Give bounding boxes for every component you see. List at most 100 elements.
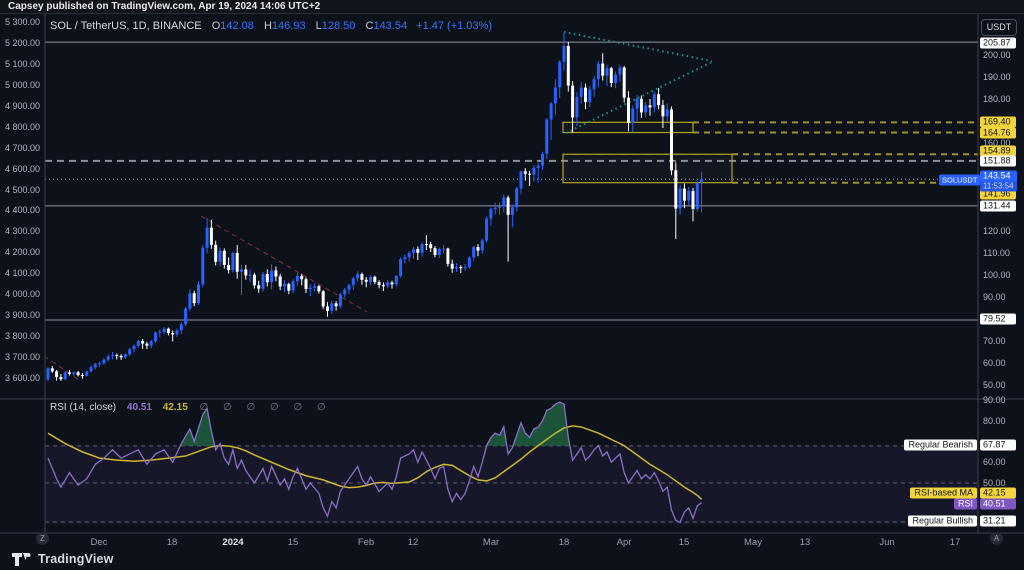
last-price-value: 143.54 — [983, 170, 1011, 181]
time-axis-label: Feb — [357, 537, 375, 548]
right-axis-tick: 90.00 — [983, 395, 1006, 405]
symbol-title: SOL / TetherUS, 1D, BINANCE — [50, 20, 202, 32]
rsi-band — [45, 445, 978, 525]
price-level-label: 205.87 — [980, 37, 1016, 48]
red-trendline[interactable] — [44, 356, 80, 381]
triangle-trendline[interactable] — [565, 61, 713, 134]
triangle-trendline[interactable] — [563, 31, 713, 62]
rsi-title: RSI (14, close) — [50, 402, 117, 413]
right-axis-tick: 160.00 — [983, 138, 1011, 148]
rsi-line-name-label: Regular Bearish — [904, 439, 977, 451]
left-axis-tick: 4 300.00 — [4, 226, 40, 237]
time-axis-label: 15 — [287, 537, 299, 548]
left-axis-tick: 5 000.00 — [4, 79, 40, 90]
left-axis-tick: 3 800.00 — [4, 331, 40, 342]
right-axis-tick: 90.00 — [983, 292, 1006, 302]
tradingview-logo[interactable]: TradingView — [12, 552, 114, 566]
rsi-line-name-label: Regular Bullish — [908, 515, 977, 527]
published-text: Capsey published on TradingView.com, Apr… — [8, 1, 321, 12]
currency-unit-button[interactable]: USDT — [981, 19, 1017, 36]
left-axis-tick: 4 500.00 — [4, 184, 40, 195]
rsi-divergence-toggles: ∅ ∅ ∅ ∅ ∅ ∅ — [199, 402, 332, 413]
open-label: O — [211, 20, 221, 32]
rsi-value: 40.51 — [126, 402, 152, 413]
rsi-line-name-label: RSI — [953, 498, 977, 509]
left-axis-tick: 3 900.00 — [4, 310, 40, 321]
candlestick-series[interactable] — [46, 32, 704, 382]
rsi-ma-line[interactable] — [47, 425, 703, 500]
right-axis-tick: 180.00 — [983, 94, 1011, 104]
right-axis-tick: 60.00 — [983, 457, 1006, 468]
price-level-label: 169.40 — [980, 116, 1016, 128]
price-level-label: 154.89 — [980, 145, 1016, 157]
symbol-price-tag: SOLUSDT — [939, 174, 981, 186]
left-axis-tick: 3 600.00 — [4, 372, 40, 383]
rsi-ma-value: 42.15 — [162, 402, 188, 413]
time-axis-label: 15 — [678, 537, 690, 548]
rsi-line[interactable] — [47, 401, 702, 524]
supply-zone-box[interactable] — [562, 153, 733, 184]
red-trendline[interactable] — [200, 215, 368, 313]
price-level-label: 131.44 — [980, 200, 1016, 211]
price-level-label: 79.52 — [980, 313, 1016, 325]
published-header: Capsey published on TradingView.com, Apr… — [0, 0, 1024, 14]
high-value: 146.93 — [271, 20, 306, 32]
timezone-button[interactable]: Z — [36, 532, 49, 545]
price-pane[interactable] — [44, 31, 978, 382]
left-axis-tick: 4 400.00 — [4, 205, 40, 216]
time-axis-label: Mar — [482, 537, 500, 548]
right-axis-tick: 50.00 — [983, 380, 1006, 390]
time-axis-label: 2024 — [222, 537, 244, 548]
time-axis-label: 12 — [407, 537, 419, 548]
low-label: L — [315, 20, 322, 32]
time-axis-label: Dec — [90, 537, 108, 548]
time-axis-label: 18 — [166, 537, 178, 548]
time-axis-label: Apr — [616, 537, 632, 548]
left-axis-tick: 3 700.00 — [4, 352, 40, 363]
left-axis-tick: 4 000.00 — [4, 289, 40, 300]
open-value: 142.08 — [220, 20, 254, 32]
left-axis-tick: 5 200.00 — [4, 37, 40, 48]
right-axis-tick: 190.00 — [983, 72, 1011, 82]
time-axis-label: Jun — [879, 537, 895, 548]
rsi-line-value-label: 31.21 — [980, 515, 1016, 527]
low-value: 128.50 — [321, 20, 356, 32]
price-level-label: 151.88 — [980, 155, 1016, 166]
price-level-label: 141.96 — [980, 188, 1016, 200]
rsi-overbought-fill — [180, 408, 215, 446]
left-axis-tick: 4 800.00 — [4, 121, 40, 132]
rsi-line-value-label: 40.51 — [980, 498, 1016, 509]
time-axis-label: 13 — [799, 537, 811, 548]
left-axis-tick: 5 100.00 — [4, 58, 40, 69]
right-axis-tick: 200.00 — [983, 50, 1011, 60]
rsi-line-value-label: 42.15 — [980, 487, 1016, 499]
tradingview-logo-icon — [12, 552, 31, 566]
time-axis-label: 17 — [949, 537, 961, 548]
change-value: +1.47 (+1.03%) — [416, 20, 492, 32]
right-axis-tick: 80.00 — [983, 415, 1006, 426]
high-label: H — [263, 20, 272, 32]
tradingview-logo-text: TradingView — [38, 552, 114, 566]
rsi-line-value-label: 67.87 — [980, 439, 1016, 451]
price-level-label: 164.76 — [980, 127, 1016, 138]
right-axis-tick: 50.00 — [983, 478, 1006, 488]
left-axis-tick: 4 200.00 — [4, 247, 40, 258]
right-axis-tick: 60.00 — [983, 358, 1006, 368]
time-axis-label: May — [744, 537, 762, 548]
right-axis-tick: 70.00 — [983, 336, 1006, 346]
last-price-label: 143.54 11:53:54 — [980, 170, 1017, 192]
symbol-legend[interactable]: SOL / TetherUS, 1D, BINANCE O142.08 H146… — [50, 20, 492, 32]
close-value: 143.54 — [373, 20, 408, 32]
scale-reset-button[interactable]: A — [990, 532, 1003, 545]
rsi-line-name-label: RSI-based MA — [910, 487, 977, 499]
rsi-pane[interactable] — [45, 401, 978, 525]
right-axis-tick: 120.00 — [983, 226, 1011, 236]
rsi-legend[interactable]: RSI (14, close) 40.51 42.15 ∅ ∅ ∅ ∅ ∅ ∅ — [50, 402, 332, 413]
right-axis-tick: 100.00 — [983, 270, 1011, 280]
left-axis-tick: 4 600.00 — [4, 163, 40, 174]
left-axis-tick: 5 300.00 — [4, 17, 40, 27]
close-label: C — [365, 20, 374, 32]
left-axis-tick: 4 700.00 — [4, 142, 40, 153]
